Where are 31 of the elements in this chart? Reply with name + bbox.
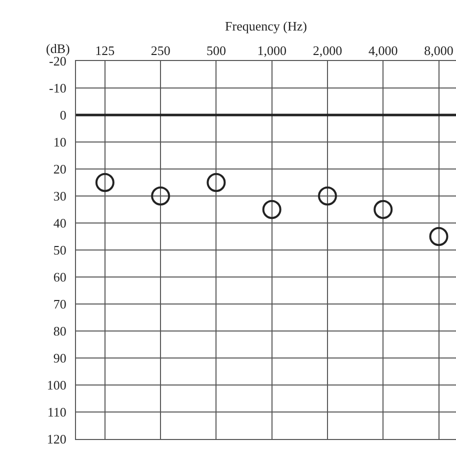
- point: [318, 186, 337, 206]
- point: [206, 173, 226, 192]
- y-axis-title: (dB): [46, 41, 70, 56]
- y-tick-label: 20: [53, 162, 66, 177]
- x-tick-label: 250: [150, 42, 170, 58]
- y-tick-label: 90: [53, 350, 66, 366]
- y-tick-label: 0: [60, 108, 66, 123]
- y-tick-label: 40: [53, 216, 66, 231]
- y-tick-label: 50: [53, 242, 66, 258]
- y-tick-label: -20: [49, 54, 66, 69]
- point: [262, 200, 282, 219]
- x-tick-label: 2,000: [312, 42, 342, 58]
- x-tick-label: 1,000: [257, 42, 286, 58]
- y-tick-label: 70: [53, 296, 66, 312]
- y-tick-label: 110: [47, 404, 66, 420]
- point: [151, 186, 170, 206]
- x-tick-label: 125: [95, 42, 115, 58]
- y-tick-label: 60: [53, 270, 66, 285]
- x-tick-label: 8,000: [424, 42, 454, 58]
- y-tick-label: 30: [53, 188, 66, 204]
- y-tick-label: 80: [53, 324, 66, 339]
- point: [374, 200, 393, 219]
- point: [429, 227, 448, 246]
- point: [95, 173, 114, 192]
- y-tick-label: -10: [49, 80, 66, 96]
- x-axis-title: Frequency (Hz): [225, 18, 307, 34]
- x-tick-label: 4,000: [368, 42, 398, 58]
- x-tick-label: 500: [206, 42, 226, 58]
- y-tick-label: 10: [53, 134, 66, 150]
- y-tick-label: 120: [46, 432, 66, 447]
- y-tick-label: 100: [46, 378, 66, 393]
